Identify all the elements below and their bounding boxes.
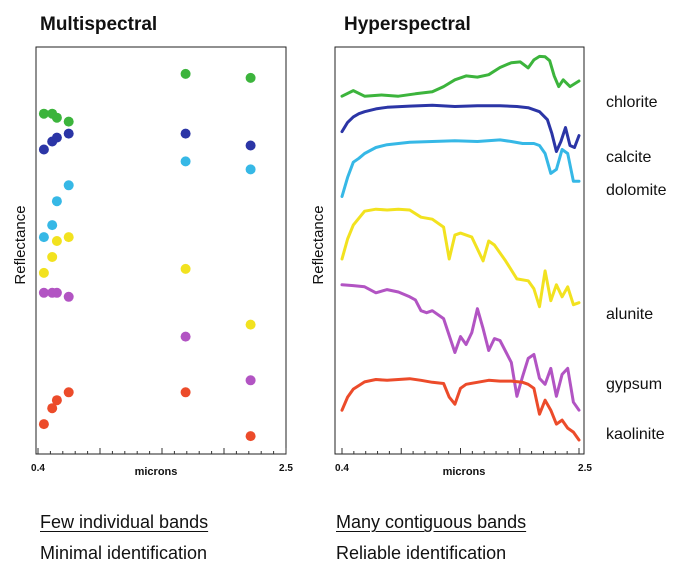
legend-label-gypsum: gypsum <box>606 376 662 393</box>
hyperspectral-line-calcite <box>340 103 581 153</box>
multispectral-point-chlorite-5 <box>245 72 256 83</box>
hyperspectral-x-tick-min: 0.4 <box>335 463 349 474</box>
hyperspectral-line-alunite <box>340 207 581 309</box>
hyperspectral-x-tick-max: 2.5 <box>578 463 592 474</box>
multispectral-point-dolomite-2 <box>51 196 62 207</box>
multispectral-point-kaolinite-0 <box>38 419 49 430</box>
multispectral-point-alunite-0 <box>38 267 49 278</box>
multispectral-point-gypsum-4 <box>180 331 191 342</box>
multispectral-x-tick-min: 0.4 <box>31 463 45 474</box>
multispectral-point-kaolinite-2 <box>51 395 62 406</box>
legend-label-chlorite: chlorite <box>606 94 658 111</box>
multispectral-point-chlorite-4 <box>180 68 191 79</box>
multispectral-point-calcite-3 <box>63 128 74 139</box>
multispectral-caption-result: Minimal identification <box>40 543 208 563</box>
multispectral-title: Multispectral <box>40 14 157 35</box>
legend-label-dolomite: dolomite <box>606 182 667 199</box>
multispectral-plot-frame <box>35 46 287 455</box>
multispectral-x-axis-label: microns <box>135 466 178 478</box>
multispectral-point-dolomite-5 <box>245 164 256 175</box>
hyperspectral-caption-heading: Many contiguous bands <box>336 512 527 532</box>
multispectral-point-chlorite-0 <box>38 108 49 119</box>
hyperspectral-line-gypsum <box>340 283 581 412</box>
hyperspectral-marks <box>340 54 581 442</box>
hyperspectral-line-kaolinite <box>340 377 581 442</box>
multispectral-point-chlorite-2 <box>51 112 62 123</box>
multispectral-point-alunite-3 <box>63 232 74 243</box>
legend-label-alunite: alunite <box>606 306 653 323</box>
multispectral-point-dolomite-4 <box>180 156 191 167</box>
hyperspectral-line-chlorite <box>340 54 581 98</box>
multispectral-caption-heading: Few individual bands <box>40 512 209 532</box>
multispectral-point-gypsum-3 <box>63 291 74 302</box>
hyperspectral-plot-frame <box>334 46 585 455</box>
hyperspectral-line-dolomite <box>340 138 581 198</box>
multispectral-point-kaolinite-4 <box>180 387 191 398</box>
multispectral-y-axis-label: Reflectance <box>12 205 29 284</box>
legend-label-calcite: calcite <box>606 149 651 166</box>
multispectral-point-kaolinite-5 <box>245 431 256 442</box>
multispectral-point-alunite-2 <box>51 236 62 246</box>
multispectral-point-gypsum-0 <box>38 287 49 298</box>
multispectral-point-chlorite-3 <box>63 116 74 127</box>
multispectral-point-dolomite-1 <box>47 220 58 231</box>
hyperspectral-x-ticks <box>341 448 580 454</box>
hyperspectral-y-axis-label: Reflectance <box>310 205 327 284</box>
multispectral-point-calcite-0 <box>38 144 49 155</box>
multispectral-point-gypsum-2 <box>51 287 62 298</box>
multispectral-point-gypsum-5 <box>245 375 256 386</box>
legend-label-kaolinite: kaolinite <box>606 426 665 443</box>
multispectral-point-dolomite-0 <box>38 232 49 243</box>
multispectral-point-alunite-5 <box>245 319 256 330</box>
multispectral-point-calcite-2 <box>51 132 62 143</box>
multispectral-point-kaolinite-3 <box>63 387 74 398</box>
multispectral-point-calcite-5 <box>245 140 256 151</box>
multispectral-x-tick-max: 2.5 <box>279 463 293 474</box>
multispectral-point-alunite-1 <box>47 252 58 262</box>
multispectral-x-ticks <box>37 448 287 454</box>
hyperspectral-title: Hyperspectral <box>344 14 471 35</box>
multispectral-point-calcite-4 <box>180 128 191 139</box>
hyperspectral-x-axis-label: microns <box>443 466 486 478</box>
multispectral-point-dolomite-3 <box>63 180 74 191</box>
multispectral-marks <box>38 68 256 442</box>
multispectral-point-alunite-4 <box>180 263 191 274</box>
multispectral-point-kaolinite-1 <box>47 403 58 414</box>
hyperspectral-caption-result: Reliable identification <box>336 543 507 563</box>
